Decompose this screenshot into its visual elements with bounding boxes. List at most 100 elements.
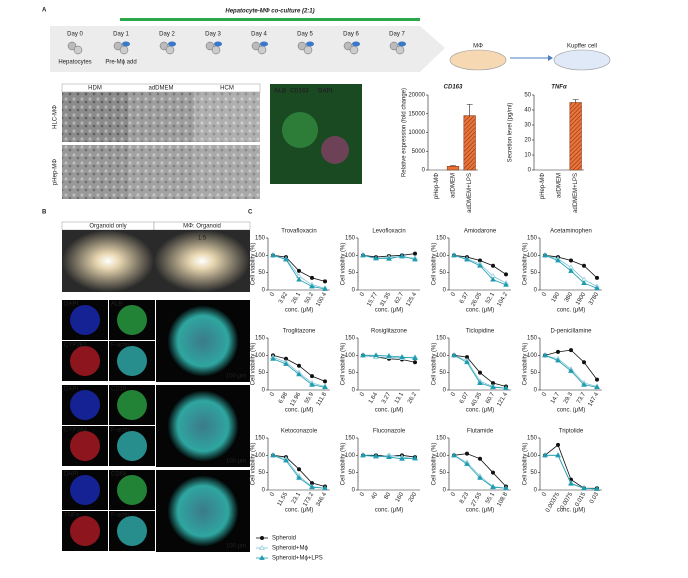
data-point [386, 454, 392, 459]
legend-marker [259, 554, 265, 560]
y-tick-label: 150 [527, 236, 538, 242]
y-tick-label: 50 [258, 470, 265, 476]
data-point [464, 359, 470, 365]
x-tick-label: 1900 [575, 291, 587, 306]
y-tick-label: 50 [530, 270, 537, 276]
y-tick-label: 100 [255, 453, 266, 459]
data-point [542, 352, 548, 358]
y-tick-label: 100 [436, 353, 447, 359]
cell-icon [251, 41, 261, 51]
y-tick-label: 100 [345, 353, 356, 359]
data-point [360, 252, 366, 258]
dish-label: Kupffer cell [567, 44, 597, 50]
x-tick-label: 73.7 [576, 391, 587, 405]
data-point [373, 453, 379, 458]
axis [267, 238, 330, 291]
day-label: Day 2 [159, 32, 175, 38]
series-line [272, 354, 326, 382]
macrophage-icon [214, 41, 222, 47]
cell-icon [303, 45, 313, 55]
chart-title: Flutamide [467, 429, 494, 435]
stain-signal [117, 475, 147, 505]
y-tick-label: 0 [262, 288, 266, 294]
chart-title: Fluconazole [373, 429, 406, 435]
data-point [568, 267, 574, 273]
macrophage-icon [398, 41, 406, 47]
data-point [297, 467, 301, 472]
y-tick-label: 0 [422, 168, 426, 174]
data-point [569, 258, 573, 263]
x-tick-label: 13.96 [289, 391, 302, 408]
y-tick-label: 50 [258, 270, 265, 276]
y-tick-label: 150 [255, 336, 266, 342]
data-point [568, 367, 574, 373]
day-note: Pre-Mϕ add [105, 60, 136, 66]
cell-icon [211, 45, 221, 55]
y-tick-label: 150 [527, 436, 538, 442]
y-tick-label: 100 [527, 353, 538, 359]
y-tick-label: 150 [527, 336, 538, 342]
axis [357, 238, 420, 291]
x-tick-label: 0.03 [589, 491, 600, 505]
data-point [465, 451, 469, 456]
y-tick-label: 0 [534, 488, 538, 494]
chart-title: Triptolide [559, 429, 584, 435]
x-tick-label: 0 [359, 291, 366, 297]
x-axis-label: conc. (μM) [375, 508, 403, 514]
data-point [478, 456, 482, 461]
stain-label: TNFα [64, 513, 80, 519]
x-tick-label: 15.77 [366, 291, 379, 308]
x-tick-label: 200 [408, 491, 419, 503]
data-point [478, 370, 482, 375]
error-bar [450, 165, 456, 167]
legend-label: Spheroid+Mϕ+LPS [272, 556, 323, 562]
y-axis-label: Cell viability (%) [341, 243, 347, 286]
scale-label: 100 μm [226, 544, 246, 550]
y-tick-label: 150 [436, 336, 447, 342]
macrophage-icon [306, 41, 314, 47]
y-axis-label: Cell viability (%) [251, 243, 257, 286]
row-label: HLC-MΦ [53, 105, 59, 129]
data-point [373, 352, 379, 358]
day-label: Day 1 [113, 32, 129, 38]
x-tick-label: 0 [359, 491, 366, 497]
x-tick-label: 100.4 [315, 291, 328, 308]
data-point [464, 256, 470, 262]
y-tick-label: 10000 [408, 130, 425, 136]
fluorescence-blob [282, 112, 318, 148]
y-tick-label: 10 [524, 153, 531, 159]
data-point [581, 280, 587, 285]
chart-title: Ketoconazole [281, 429, 318, 435]
data-point [490, 384, 496, 390]
x-tick-label: adDMEM [557, 173, 563, 198]
x-tick-label: 0.015 [574, 491, 587, 508]
data-point [360, 352, 366, 358]
x-tick-label: 23.1 [291, 491, 302, 505]
x-tick-label: pHep-MΦ [540, 173, 546, 199]
series-line [272, 454, 326, 489]
chart-title: D-penicillamine [550, 329, 592, 335]
chart-title: Rosiglitazone [371, 329, 408, 335]
y-tick-label: 150 [345, 236, 356, 242]
x-tick-label: 6.98 [278, 391, 289, 405]
data-point [399, 253, 405, 258]
x-tick-label: 14.7 [550, 391, 561, 405]
stain-signal [117, 390, 147, 420]
data-point [477, 262, 483, 268]
y-tick-label: 50 [530, 470, 537, 476]
y-tick-label: 0 [352, 288, 356, 294]
data-point [582, 263, 586, 268]
data-point [373, 255, 379, 261]
cell-icon [113, 41, 123, 51]
organoid-photo [154, 230, 250, 292]
data-point [594, 285, 600, 291]
legend-label: Spheroid+Mϕ [272, 546, 309, 552]
data-point [296, 474, 302, 480]
y-tick-label: 100 [345, 453, 356, 459]
day-label: Day 6 [343, 32, 359, 38]
data-point [322, 384, 328, 390]
x-tick-label: 173.2 [302, 491, 315, 508]
y-tick-label: 100 [345, 253, 356, 259]
day-label: Day 7 [389, 32, 405, 38]
cell-icon [343, 41, 353, 51]
